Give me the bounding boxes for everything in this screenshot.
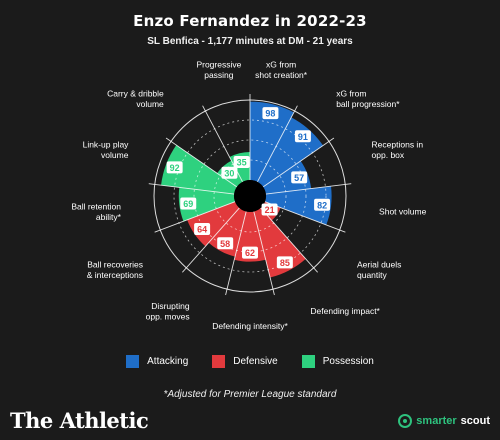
value-label-xg-from-shot-creation: 98 <box>262 107 279 120</box>
legend-swatch-defensive <box>212 355 226 368</box>
svg-text:21: 21 <box>265 205 275 215</box>
value-label-ball-recoveries-interceptions: 64 <box>194 223 211 236</box>
legend-item-possession: Possession <box>301 355 374 368</box>
grid-ring-2 <box>193 139 307 253</box>
bar-receptions-in-opp-box <box>263 161 312 195</box>
the-athletic-logo: The Athletic <box>10 408 149 433</box>
spoke-7 <box>225 211 247 296</box>
axis-label-xg-from-ball-progression: xG from ball progression* <box>336 88 400 109</box>
legend-swatch-possession <box>301 355 315 368</box>
value-label-carry-dribble-volume: 30 <box>221 166 238 179</box>
svg-text:91: 91 <box>298 132 308 142</box>
legend-item-defensive: Defensive <box>212 355 278 368</box>
bar-ball-recoveries-interceptions <box>187 201 240 247</box>
axis-label-aerial-duels-quantity: Aerial duels quantity <box>357 260 401 281</box>
spoke-9 <box>154 201 236 233</box>
axis-label-receptions-in-opp-box: Receptions in opp. box <box>372 140 424 161</box>
value-label-receptions-in-opp-box: 57 <box>291 171 308 184</box>
value-label-aerial-duels-quantity: 21 <box>261 203 278 216</box>
svg-text:85: 85 <box>280 258 290 268</box>
legend: Attacking Defensive Possession <box>0 355 500 368</box>
bar-ball-retention-ability <box>178 187 236 222</box>
spoke-10 <box>148 183 235 195</box>
svg-text:58: 58 <box>220 239 230 249</box>
spoke-8 <box>182 207 240 273</box>
svg-text:35: 35 <box>237 158 247 168</box>
footnote: *Adjusted for Premier League standard <box>163 389 337 400</box>
smarterscout-word-a: smarter <box>416 415 457 427</box>
center-hole <box>234 180 266 212</box>
axis-label-ball-recoveries-interceptions: Ball recoveries & interceptions <box>87 260 143 281</box>
legend-label-attacking: Attacking <box>147 356 189 367</box>
svg-text:82: 82 <box>317 200 327 210</box>
svg-text:92: 92 <box>170 163 180 173</box>
legend-item-attacking: Attacking <box>126 355 188 368</box>
chart-subtitle: SL Benfica - 1,177 minutes at DM - 21 ye… <box>147 36 353 47</box>
value-label-defending-impact: 85 <box>276 256 293 269</box>
spoke-3 <box>265 183 352 195</box>
value-label-disrupting-opp-moves: 58 <box>217 237 234 250</box>
value-label-ball-retention-ability: 69 <box>180 197 197 210</box>
legend-label-defensive: Defensive <box>233 356 278 367</box>
axis-label-link-up-play-volume: Link-up play volume <box>83 140 130 161</box>
spoke-6 <box>253 211 275 296</box>
axis-label-defending-intensity: Defending intensity* <box>212 321 288 331</box>
value-label-link-up-play-volume: 92 <box>166 161 183 174</box>
svg-text:30: 30 <box>224 168 234 178</box>
smarterscout-icon <box>398 414 413 428</box>
axis-label-ball-retention-ability: Ball retention ability* <box>71 201 121 222</box>
svg-text:98: 98 <box>265 109 275 119</box>
legend-swatch-attacking <box>126 355 140 368</box>
grid-ring-3 <box>173 119 327 273</box>
value-label-progressive-passing: 35 <box>233 156 250 169</box>
value-label-defending-intensity: 62 <box>242 246 258 259</box>
svg-text:64: 64 <box>197 225 207 235</box>
value-label-xg-from-ball-progression: 91 <box>294 130 311 143</box>
legend-label-possession: Possession <box>322 356 374 367</box>
svg-text:57: 57 <box>294 173 304 183</box>
axis-label-xg-from-shot-creation: xG from shot creation* <box>255 60 308 81</box>
axis-label-carry-dribble-volume: Carry & dribble volume <box>107 88 164 109</box>
axis-label-progressive-passing: Progressive passing <box>196 60 241 81</box>
smarterscout-logo: smarter scout <box>398 414 490 428</box>
bar-shot-volume <box>264 186 332 225</box>
chart-title: Enzo Fernandez in 2022-23 <box>133 12 367 30</box>
axis-label-disrupting-opp-moves: Disrupting opp. moves <box>146 301 190 322</box>
axis-label-shot-volume: Shot volume <box>379 207 427 217</box>
grid-ring-1 <box>213 159 287 233</box>
axis-label-defending-impact: Defending impact* <box>310 306 380 316</box>
svg-text:62: 62 <box>245 248 255 258</box>
svg-text:69: 69 <box>183 199 193 209</box>
spoke-4 <box>264 201 346 233</box>
value-label-shot-volume: 82 <box>314 198 331 211</box>
bar-link-up-play-volume <box>161 145 237 195</box>
spoke-2 <box>262 137 335 188</box>
spoke-1 <box>257 105 298 183</box>
smarterscout-word-b: scout <box>460 415 490 427</box>
spoke-5 <box>260 207 318 273</box>
